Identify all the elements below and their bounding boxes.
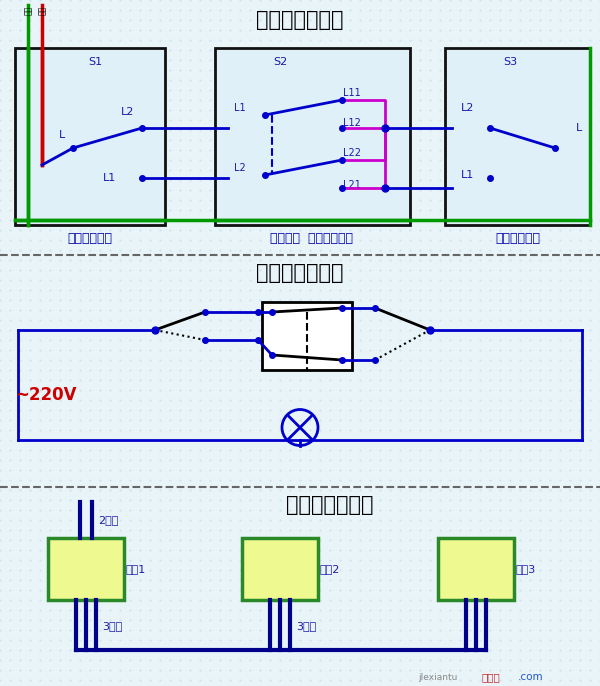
Text: L12: L12 [343, 118, 361, 128]
Bar [438, 538, 514, 600]
Text: .com: .com [518, 672, 544, 682]
Text: L: L [576, 123, 582, 133]
Text: 开关1: 开关1 [126, 564, 146, 574]
Bar [15, 48, 165, 225]
Text: L11: L11 [343, 88, 361, 98]
Text: 中途开关  （三控开关）: 中途开关 （三控开关） [271, 231, 353, 244]
Text: L2: L2 [121, 107, 134, 117]
Bar [215, 48, 410, 225]
Text: 开关3: 开关3 [516, 564, 536, 574]
Text: ~220V: ~220V [15, 386, 77, 404]
Text: 单开双控开关: 单开双控开关 [67, 231, 113, 244]
Text: 火线: 火线 [37, 6, 47, 15]
Text: 三控开关布线图: 三控开关布线图 [286, 495, 374, 515]
Text: L21: L21 [343, 180, 361, 190]
Text: 三控开关接线图: 三控开关接线图 [256, 10, 344, 30]
Text: L1: L1 [461, 170, 475, 180]
Text: 2根线: 2根线 [98, 515, 118, 525]
Text: 接线图: 接线图 [482, 672, 501, 682]
Text: 三控开关原理图: 三控开关原理图 [256, 263, 344, 283]
Text: S3: S3 [503, 57, 517, 67]
Text: L: L [59, 130, 65, 140]
Text: L1: L1 [103, 173, 116, 183]
Bar [48, 538, 124, 600]
Text: 单开双控开关: 单开双控开关 [496, 231, 541, 244]
Text: L2: L2 [234, 163, 246, 173]
Text: jlexiantu: jlexiantu [418, 672, 457, 681]
Bar [242, 538, 318, 600]
Text: S1: S1 [88, 57, 102, 67]
Text: 相线: 相线 [23, 6, 32, 15]
Bar [262, 302, 352, 370]
Bar [445, 48, 590, 225]
Text: 3根线: 3根线 [296, 621, 316, 631]
Text: 3根线: 3根线 [102, 621, 122, 631]
Text: S2: S2 [273, 57, 287, 67]
Text: L1: L1 [234, 103, 246, 113]
Text: L22: L22 [343, 148, 361, 158]
Text: L2: L2 [461, 103, 475, 113]
Text: 开关2: 开关2 [320, 564, 340, 574]
